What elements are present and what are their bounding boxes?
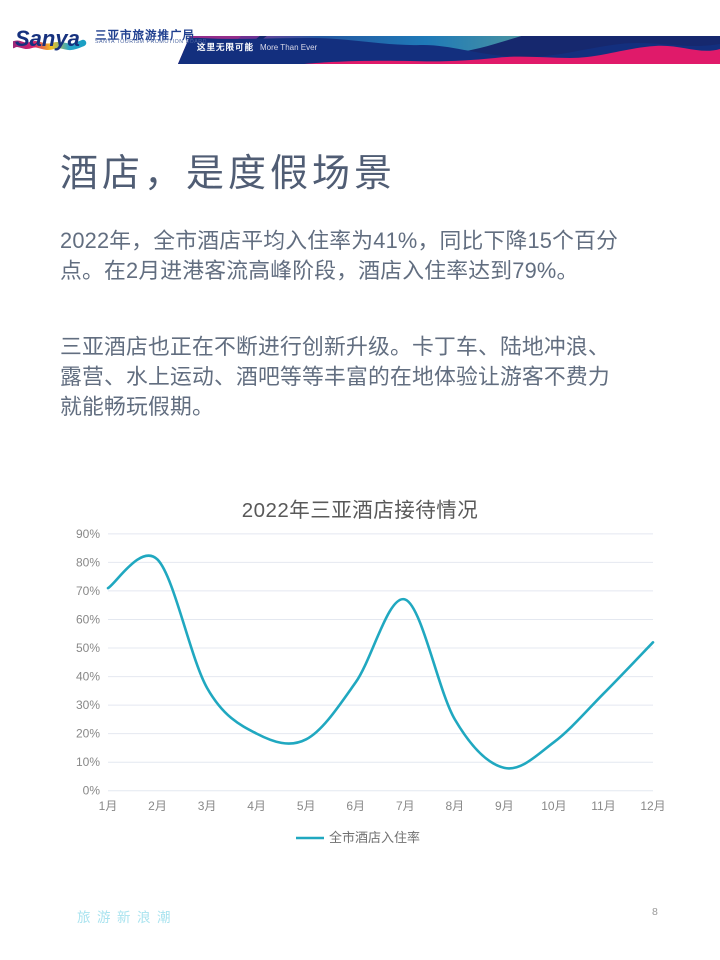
svg-text:More Than Ever: More Than Ever [260, 43, 318, 52]
svg-text:50%: 50% [76, 641, 100, 655]
svg-text:3月: 3月 [198, 799, 217, 813]
svg-text:10%: 10% [76, 755, 100, 769]
svg-text:30%: 30% [76, 698, 100, 712]
svg-text:8月: 8月 [445, 799, 464, 813]
svg-text:90%: 90% [76, 527, 100, 541]
svg-text:12月: 12月 [640, 799, 665, 813]
svg-text:9月: 9月 [495, 799, 514, 813]
svg-text:60%: 60% [76, 613, 100, 627]
svg-text:40%: 40% [76, 670, 100, 684]
svg-text:10月: 10月 [541, 799, 566, 813]
svg-text:80%: 80% [76, 556, 100, 570]
svg-text:0%: 0% [83, 784, 101, 798]
svg-text:20%: 20% [76, 727, 100, 741]
svg-text:全市酒店入住率: 全市酒店入住率 [329, 830, 420, 845]
svg-text:5月: 5月 [297, 799, 316, 813]
svg-text:7月: 7月 [396, 799, 415, 813]
svg-text:2月: 2月 [148, 799, 167, 813]
svg-text:11月: 11月 [591, 799, 615, 813]
svg-text:Sanya: Sanya [15, 26, 80, 51]
svg-text:1月: 1月 [99, 799, 118, 813]
svg-text:70%: 70% [76, 584, 100, 598]
svg-text:6月: 6月 [346, 799, 365, 813]
svg-text:4月: 4月 [247, 799, 266, 813]
